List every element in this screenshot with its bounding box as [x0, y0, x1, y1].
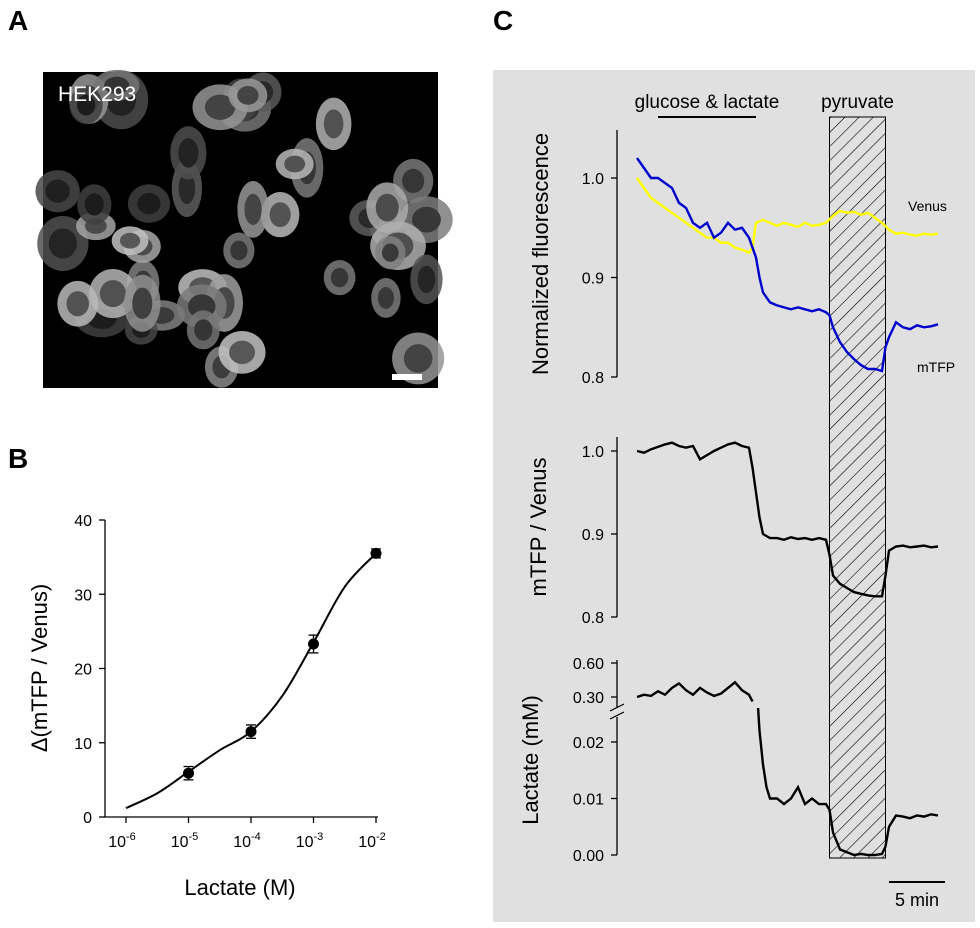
x-axis-label: Lactate (M): [184, 875, 295, 900]
cell-nucleus: [104, 76, 130, 94]
venus-series-label: Venus: [908, 198, 947, 214]
mtfp-series-label: mTFP: [917, 359, 955, 375]
data-point: [308, 638, 319, 650]
fit-curve: [125, 552, 377, 809]
dose-response-plot: 0 10 20 30 40 10-6 10-5 10-4 10-3 10-2 Lactate (…: [27, 513, 386, 900]
cell-nucleus: [237, 86, 259, 105]
cell-nucleus: [323, 109, 344, 139]
ratio-y-label: mTFP / Venus: [526, 458, 551, 597]
glucose-lactate-label: glucose & lactate: [635, 92, 780, 113]
cell-nucleus: [375, 193, 399, 222]
cell-nucleus: [194, 319, 213, 341]
cell-nucleus: [137, 192, 161, 215]
cell-nucleus: [119, 232, 141, 249]
cell-nucleus: [48, 228, 77, 259]
lactate-y-ticks: 0.00 0.01 0.02 0.30 0.60: [573, 656, 617, 865]
pyruvate-label: pyruvate: [821, 92, 894, 113]
y-tick-label: 1.0: [582, 171, 604, 188]
lactate-line: [756, 708, 939, 857]
cell-nucleus: [132, 287, 153, 319]
cell-nucleus: [178, 172, 196, 205]
y-tick-label: 0.30: [573, 690, 604, 707]
lactate-trace: [636, 680, 939, 857]
scale-bar: [392, 374, 422, 380]
y-tick-label: 1.0: [582, 444, 604, 461]
cell-nucleus: [84, 193, 104, 216]
cell-nucleus: [76, 94, 96, 116]
x-tick-label: 10-5: [171, 831, 199, 851]
y-tick-label: 0.01: [573, 792, 604, 809]
cell-nucleus: [99, 280, 126, 308]
y-tick-label: 0.02: [573, 735, 604, 752]
y-axis-label: Δ(mTFP / Venus): [27, 584, 52, 752]
cell-nucleus: [230, 240, 248, 261]
cell-nucleus: [412, 206, 441, 233]
x-ticks: 10-6 10-5 10-4 10-3 10-2: [108, 817, 386, 851]
y-tick-label: 0.00: [573, 848, 604, 865]
data-point: [245, 726, 257, 738]
axis-break-mark: [609, 703, 625, 720]
y-tick-label: 30: [74, 587, 92, 604]
cell-nucleus: [284, 155, 306, 173]
data-points: [183, 547, 382, 781]
cell-nucleus: [269, 202, 291, 228]
time-scale-label: 5 min: [895, 890, 939, 910]
x-tick-label: 10-6: [108, 831, 136, 851]
cell-nucleus: [377, 286, 395, 309]
cell-nucleus: [402, 168, 425, 193]
panel-b-label: B: [8, 443, 28, 474]
ratio-y-ticks: 0.8 0.9 1.0: [582, 444, 617, 627]
cell-nucleus: [417, 265, 436, 294]
panel-a-label: A: [8, 5, 28, 36]
y-tick-label: 0.8: [582, 370, 604, 387]
cell-nucleus: [403, 344, 433, 373]
cell-nucleus: [330, 267, 349, 288]
y-tick-label: 10: [74, 736, 92, 753]
lactate-line: [636, 680, 754, 703]
fluor-y-ticks: 0.8 0.9 1.0: [582, 171, 617, 387]
cell-nucleus: [381, 243, 399, 262]
data-point: [183, 767, 194, 779]
cell-nucleus: [229, 340, 255, 365]
panel-c-background: [493, 70, 975, 922]
y-tick-label: 0.9: [582, 271, 604, 288]
x-tick-label: 10-4: [233, 831, 261, 851]
y-tick-label: 20: [74, 662, 92, 679]
venus-line: [636, 177, 939, 255]
y-tick-label: 0.8: [582, 610, 604, 627]
cell-line-label: HEK293: [58, 83, 136, 106]
cell-cluster: [35, 69, 453, 388]
y-ticks: 0 10 20 30 40: [74, 513, 105, 827]
mtfp-line: [636, 157, 939, 373]
y-tick-label: 0.60: [573, 656, 604, 673]
time-course-panel: glucose & lactate pyruvate 0.8 0.9 1.0 Nor…: [493, 70, 975, 922]
cell-nucleus: [244, 193, 262, 225]
ratio-line: [636, 441, 939, 598]
data-point: [370, 547, 382, 559]
y-tick-label: 0: [83, 810, 92, 827]
panel-c-label: C: [493, 5, 513, 36]
x-tick-label: 10-2: [358, 831, 386, 851]
y-tick-label: 0.9: [582, 527, 604, 544]
lactate-y-label: Lactate (mM): [518, 695, 543, 825]
cell-nucleus: [45, 179, 70, 203]
cell-nucleus: [204, 94, 236, 120]
cell-nucleus: [66, 291, 89, 317]
x-tick-label: 10-3: [296, 831, 324, 851]
micrograph: HEK293: [35, 69, 453, 388]
pyruvate-hatched-region: [829, 116, 886, 859]
cell-nucleus: [178, 138, 199, 168]
y-tick-label: 40: [74, 513, 92, 530]
fluor-y-label: Normalized fluorescence: [528, 133, 553, 375]
